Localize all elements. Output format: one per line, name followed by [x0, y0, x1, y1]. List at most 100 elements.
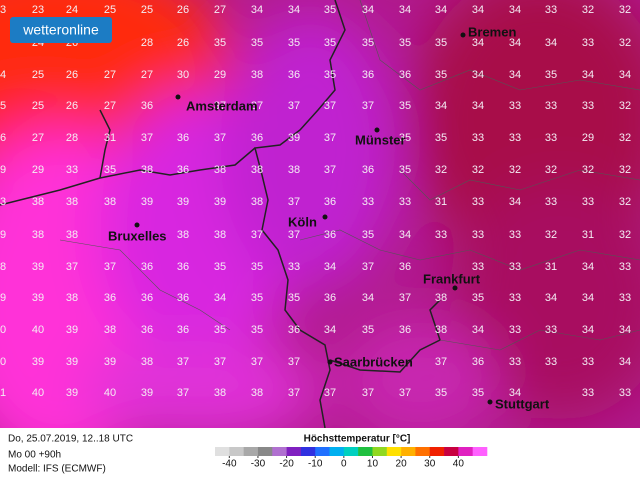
city-label: Frankfurt	[423, 271, 481, 286]
temperature-value: 34	[399, 229, 411, 241]
region-borders	[59, 0, 640, 351]
temperature-value: 37	[288, 387, 300, 399]
temperature-value: 39	[141, 387, 153, 399]
temperature-value: 35	[214, 261, 226, 273]
temperature-value: 25	[104, 4, 116, 16]
temperature-value: 38	[66, 196, 78, 208]
legend-swatch	[358, 447, 373, 456]
temperature-value: 35	[472, 387, 484, 399]
temperature-value: 35	[435, 37, 447, 49]
footer-model: Modell: IFS (ECMWF)	[8, 464, 106, 475]
temperature-value: 35	[324, 37, 336, 49]
legend-swatch	[300, 447, 316, 456]
temperature-value: 37	[435, 356, 447, 368]
temperature-value: 37	[66, 261, 78, 273]
city-label: Bremen	[468, 24, 516, 39]
temperature-value: 33	[582, 100, 594, 112]
legend-tick-label: -30	[251, 459, 266, 470]
city-dot	[374, 127, 380, 133]
temperature-value: 26	[177, 4, 189, 16]
temperature-value: 34	[472, 4, 484, 16]
temperature-value: 35	[362, 37, 374, 49]
legend-swatch	[386, 447, 402, 456]
temperature-value: 36	[288, 69, 300, 81]
temperature-value: 34	[288, 4, 300, 16]
temperature-value: 33	[545, 4, 557, 16]
temperature-value: 34	[582, 69, 594, 81]
temperature-value: 37	[177, 356, 189, 368]
temperature-value: 37	[214, 356, 226, 368]
temperature-value: 39	[66, 387, 78, 399]
temperature-value: 34	[545, 292, 557, 304]
temperature-value: 37	[177, 387, 189, 399]
temperature-value: 38	[214, 164, 226, 176]
temperature-value: 39	[177, 196, 189, 208]
temperature-value: 36	[399, 324, 411, 336]
temperature-value: 34	[582, 324, 594, 336]
temperature-value: 33	[435, 229, 447, 241]
temperature-value: 35	[324, 4, 336, 16]
legend-swatch	[401, 447, 416, 456]
temperature-value: 35	[251, 37, 263, 49]
temperature-value: 38	[251, 196, 263, 208]
temperature-value: 37	[288, 100, 300, 112]
temperature-value: 32	[545, 229, 557, 241]
footer-run: Mo 00 +90h	[8, 450, 61, 461]
temperature-value: 38	[32, 196, 44, 208]
temperature-value: 33	[582, 387, 594, 399]
temperature-value: 38	[435, 292, 447, 304]
temperature-value: 37	[324, 387, 336, 399]
temperature-value: 27	[104, 100, 116, 112]
temperature-value: 29	[582, 132, 594, 144]
legend-swatch	[415, 447, 431, 456]
temperature-value: 28	[141, 37, 153, 49]
temperature-value: 35	[435, 387, 447, 399]
temperature-value: 37	[288, 229, 300, 241]
temperature-value: 5	[0, 100, 6, 112]
temperature-value: 37	[399, 387, 411, 399]
temperature-value: 34	[472, 69, 484, 81]
temperature-value: 23	[32, 4, 44, 16]
temperature-value: 39	[32, 356, 44, 368]
legend: -40 -30 -20 -10 0 10 20 30 40	[215, 447, 488, 470]
temperature-value: 34	[509, 387, 521, 399]
temperature-value: 33	[582, 37, 594, 49]
temperature-value: 30	[177, 69, 189, 81]
temperature-value: 37	[214, 132, 226, 144]
city-label: Münster	[355, 132, 406, 147]
legend-swatch	[429, 447, 445, 456]
temperature-value: 35	[288, 292, 300, 304]
temperature-value: 0	[0, 324, 6, 336]
temperature-value: 34	[509, 196, 521, 208]
legend-swatch	[458, 447, 473, 456]
temperature-value: 37	[324, 132, 336, 144]
temperature-value: 38	[66, 292, 78, 304]
temperature-value: 26	[66, 69, 78, 81]
temperature-value: 35	[251, 292, 263, 304]
temperature-value: 29	[214, 69, 226, 81]
temperature-value: 36	[141, 261, 153, 273]
temperature-value: 32	[619, 196, 631, 208]
city-dot	[487, 399, 493, 405]
temperature-value: 33	[619, 261, 631, 273]
logo: wetteronline	[10, 17, 112, 43]
temperature-value: 31	[545, 261, 557, 273]
temperature-value: 33	[509, 100, 521, 112]
temperature-value: 37	[288, 356, 300, 368]
legend-swatch	[315, 447, 330, 456]
legend-tick-label: -20	[279, 459, 294, 470]
temperature-value: 38	[251, 164, 263, 176]
temperature-value: 32	[545, 164, 557, 176]
temperature-value: 34	[362, 292, 374, 304]
temperature-value: 34	[545, 37, 557, 49]
legend-swatch	[372, 447, 388, 456]
legend-tick-label: 20	[396, 459, 408, 470]
temperature-value: 38	[141, 356, 153, 368]
temperature-value: 36	[324, 229, 336, 241]
temperature-value: 37	[104, 261, 116, 273]
legend-swatch	[215, 447, 230, 456]
temperature-value: 32	[619, 164, 631, 176]
temperature-value: 32	[509, 164, 521, 176]
temperature-value: 35	[472, 292, 484, 304]
